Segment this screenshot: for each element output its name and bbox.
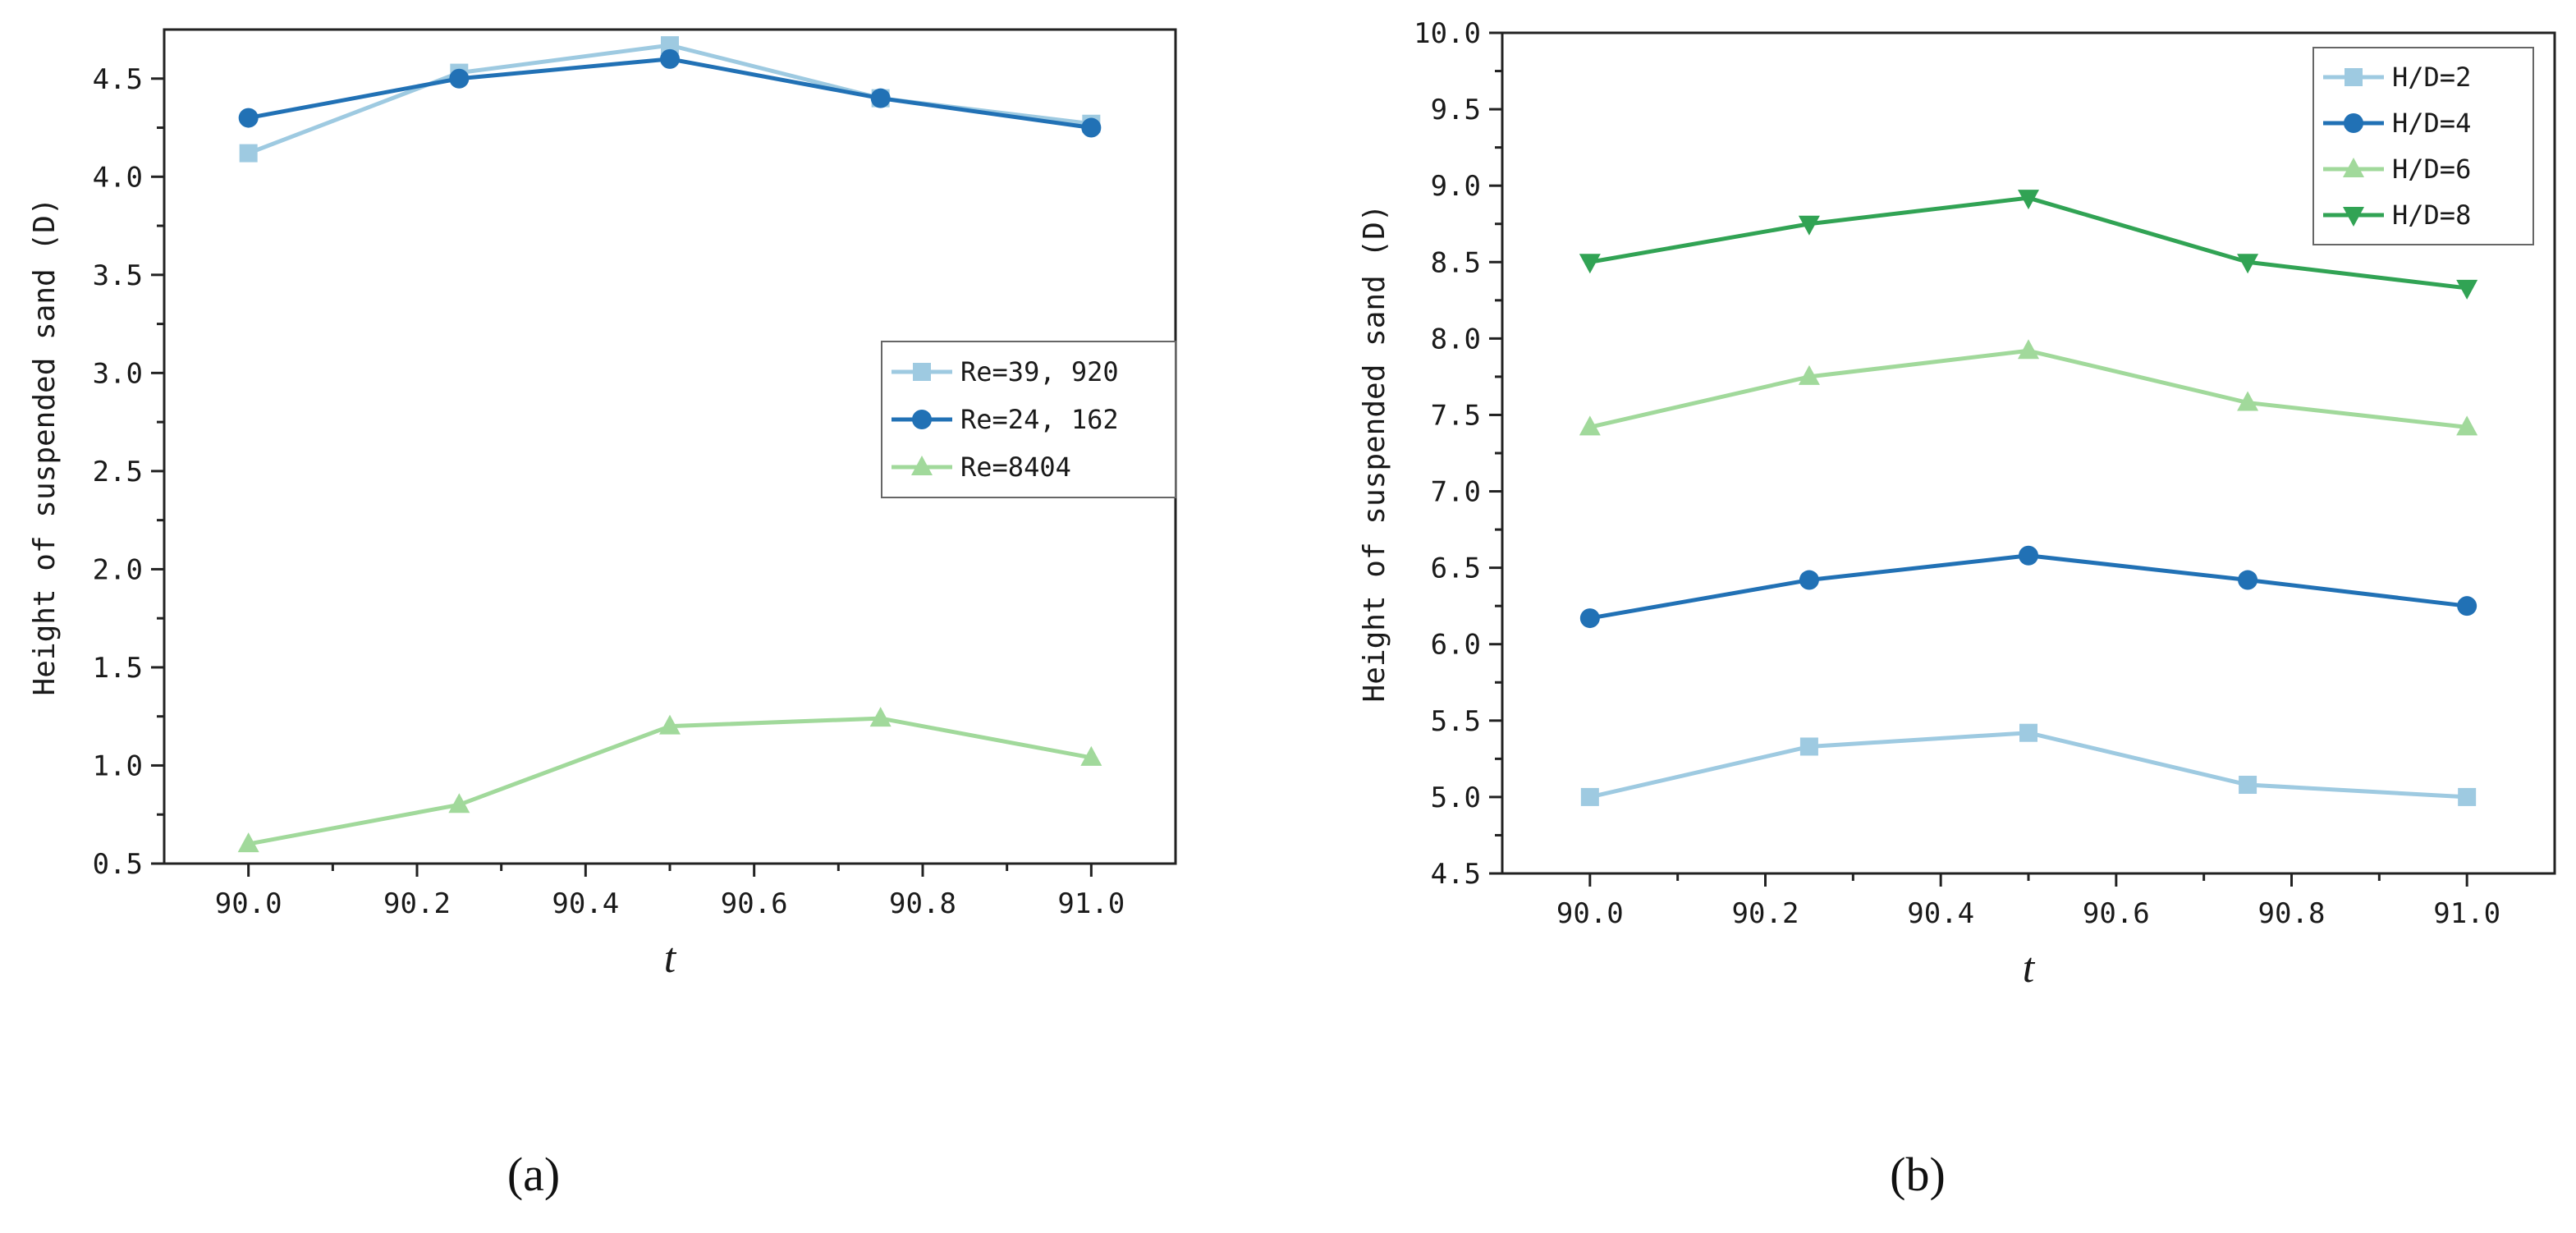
panel-a-y-tick-label: 2.5 — [93, 456, 143, 488]
panel-b-y-tick-label: 8.0 — [1431, 323, 1481, 355]
panel-b-y-tick-label: 6.5 — [1431, 552, 1481, 585]
panel-a-x-tick-label: 90.2 — [383, 887, 451, 920]
panel-b-y-tick-label: 5.5 — [1431, 705, 1481, 738]
panel-a-series-3-point — [869, 707, 892, 727]
panel-b-series-2-point — [2238, 570, 2258, 590]
panel-a-legend-marker-1 — [913, 363, 931, 381]
panel-a-series-2-point — [660, 48, 680, 69]
panel-b-x-tick-label: 91.0 — [2433, 897, 2500, 930]
panel-b-y-tick-label: 7.5 — [1431, 399, 1481, 432]
panel-b-legend-label-1: H/D=2 — [2392, 62, 2471, 93]
panel-a-x-tick-label: 90.6 — [721, 887, 788, 920]
panel-b-x-tick-label: 90.8 — [2258, 897, 2326, 930]
panel-b-series-3-point — [1579, 415, 1601, 436]
panel-b-x-axis-title: t — [2023, 945, 2036, 992]
panel-a-series-2-point — [238, 108, 259, 128]
panel-b-series-4-point — [1798, 215, 1820, 236]
panel-a-x-axis-title: t — [664, 935, 677, 982]
panel-b-y-axis-title: Height of suspended sand (D) — [1358, 204, 1391, 703]
panel-a-series-1-point — [239, 144, 258, 163]
panel-b-y-tick-label: 7.0 — [1431, 476, 1481, 509]
panel-a-x-tick-label: 90.0 — [215, 887, 282, 920]
panel-b-y-tick-label: 9.0 — [1431, 170, 1481, 203]
panel-b-legend-marker-3 — [2343, 158, 2364, 177]
panel-a-x-tick-label: 90.8 — [889, 887, 956, 920]
panel-a-series-3-point — [1080, 745, 1102, 766]
panel-b-series-3-point — [2237, 391, 2259, 411]
chart-panel-b: 90.0 90.2 90.4 90.6 90.8 91.0 4.5 5.0 5.5 6.0 6.5 7… — [1358, 17, 2556, 992]
panel-b-series-4-point — [2456, 279, 2478, 300]
panel-b-series-2-point — [1579, 608, 1600, 629]
panel-a-series-2-point — [449, 68, 470, 89]
panel-b-series-1-point — [1799, 737, 1818, 756]
panel-b-series-4-point — [2018, 190, 2039, 210]
panel-b-series-1-point — [2019, 723, 2037, 742]
panel-a-y-tick-label: 1.0 — [93, 749, 143, 782]
panel-b-y-tick-label: 5.0 — [1431, 782, 1481, 814]
panel-a-x-tick-label: 91.0 — [1057, 887, 1125, 920]
panel-label-b: (b) — [1890, 1148, 1946, 1201]
panel-a-y-tick-label: 0.5 — [93, 848, 143, 881]
panel-b-series-1-point — [1580, 787, 1599, 806]
panel-b-legend-marker-1 — [2345, 68, 2363, 86]
panel-a-y-axis-title: Height of suspended sand (D) — [28, 198, 62, 696]
panel-b-x-tick-label: 90.6 — [2083, 897, 2150, 930]
panel-label-a: (a) — [507, 1148, 560, 1201]
panel-a-x-tick-label: 90.4 — [552, 887, 619, 920]
panel-b-series-4-point — [1579, 254, 1601, 274]
panel-b-x-tick-label: 90.2 — [1732, 897, 1799, 930]
panel-b-series-2-point — [2457, 596, 2477, 616]
panel-a-y-tick-label: 1.5 — [93, 652, 143, 685]
panel-b-series-3-point — [2018, 339, 2039, 360]
panel-b-legend-marker-2 — [2344, 113, 2363, 133]
panel-a-legend-marker-3 — [911, 456, 933, 475]
panel-a-y-tick-label: 4.0 — [93, 161, 143, 194]
panel-a-series-3-point — [237, 832, 259, 853]
panel-a-legend-label-3: Re=8404 — [960, 451, 1071, 483]
panel-b-series-4-point — [2237, 254, 2259, 274]
panel-b-series-3-point — [2456, 415, 2478, 436]
panel-a-y-tick-label: 3.0 — [93, 357, 143, 390]
panel-b-legend-label-2: H/D=4 — [2392, 108, 2471, 139]
panel-b-y-tick-label: 9.5 — [1431, 94, 1481, 126]
panel-a-legend-label-1: Re=39, 920 — [960, 356, 1119, 387]
panel-a-y-tick-label: 2.0 — [93, 553, 143, 586]
panel-b-x-tick-label: 90.0 — [1556, 897, 1624, 930]
panel-a-y-tick-label: 4.5 — [93, 63, 143, 96]
panel-b-legend-marker-4 — [2343, 207, 2364, 227]
panel-a-series-1-point — [661, 36, 679, 55]
panel-b-series-2-point — [2019, 545, 2038, 566]
panel-a-legend-marker-2 — [912, 410, 932, 429]
panel-a-series-3-point — [448, 793, 470, 814]
panel-a-legend-label-2: Re=24, 162 — [960, 404, 1119, 435]
panel-b-y-tick-label: 4.5 — [1431, 858, 1481, 891]
panel-b-legend-label-4: H/D=8 — [2392, 199, 2471, 231]
panel-a-series-2-point — [870, 88, 891, 108]
panel-a-series-2-point — [1081, 117, 1102, 138]
panel-b-x-tick-label: 90.4 — [1907, 897, 1974, 930]
panel-a-series-3-point — [659, 714, 681, 735]
panel-a-y-tick-label: 3.5 — [93, 259, 143, 292]
panel-b-y-tick-label: 6.0 — [1431, 629, 1481, 662]
panel-b-series-1-point — [2458, 787, 2477, 806]
panel-b-legend-label-3: H/D=6 — [2392, 154, 2471, 185]
panel-b-y-tick-label: 10.0 — [1414, 17, 1481, 50]
panel-b-series-1-point — [2239, 776, 2257, 795]
chart-panel-a: 90.0 90.2 90.4 90.6 90.8 91.0 0.5 1.0 1.5 2.0 2.5 3… — [28, 28, 1177, 982]
panel-b-series-3-point — [1798, 364, 1820, 385]
panel-b-y-tick-label: 8.5 — [1431, 246, 1481, 279]
panel-b-series-2-point — [1799, 570, 1819, 590]
